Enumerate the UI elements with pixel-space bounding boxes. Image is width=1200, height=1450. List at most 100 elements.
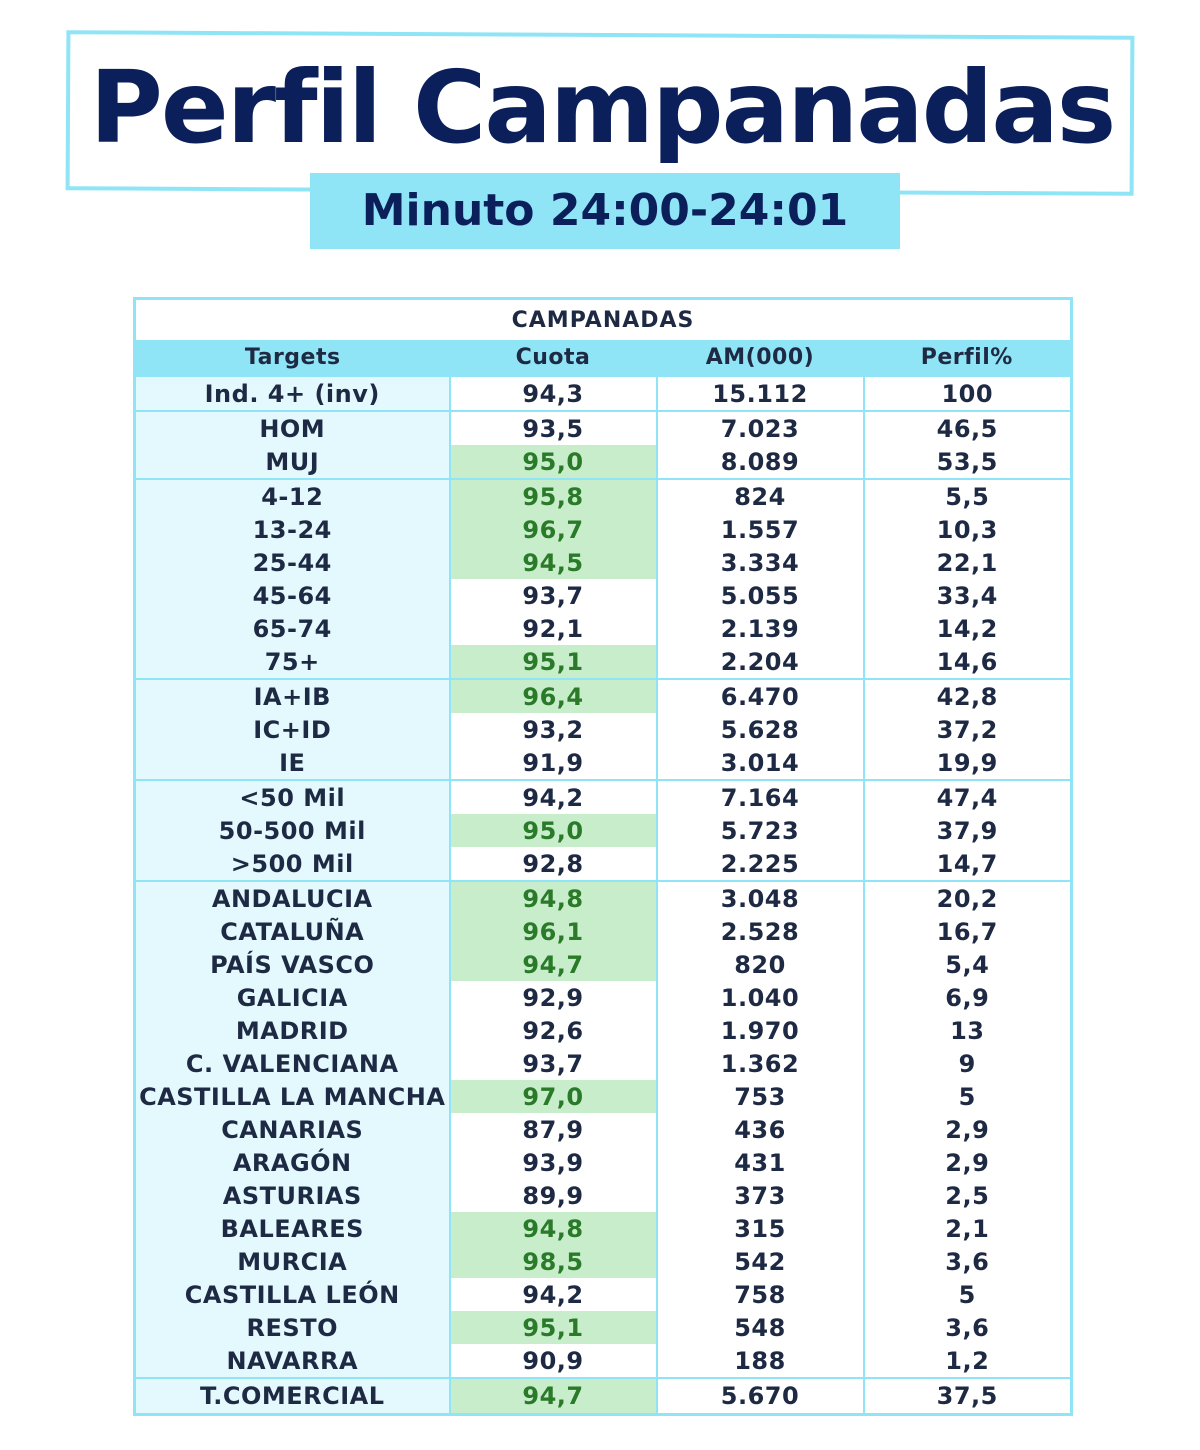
table-caption: CAMPANADAS	[134, 298, 1072, 340]
cell-target: PAÍS VASCO	[134, 948, 450, 981]
cell-cuota: 92,6	[448, 1014, 657, 1047]
cell-am: 6.470	[655, 678, 864, 713]
cell-am: 548	[655, 1311, 864, 1344]
cell-target: Ind. 4+ (inv)	[134, 375, 450, 411]
cell-perfil: 5,4	[862, 948, 1072, 981]
cell-target: IA+IB	[134, 678, 450, 713]
cell-cuota: 92,8	[448, 847, 657, 881]
cell-am: 1.970	[655, 1014, 864, 1047]
cell-target: 75+	[134, 645, 450, 679]
cell-perfil: 19,9	[862, 746, 1072, 780]
table-row: MADRID 92,6 1.970 13	[134, 1014, 1072, 1047]
cell-am: 2.139	[655, 612, 864, 645]
column-header-targets: Targets	[134, 340, 450, 376]
cell-target: C. VALENCIANA	[134, 1047, 450, 1080]
table-body: Ind. 4+ (inv) 94,3 15.112 100 HOM 93,5 7.023 46…	[134, 375, 1072, 1415]
cell-perfil: 10,3	[862, 513, 1072, 546]
column-header-perfil: Perfil%	[863, 340, 1072, 376]
table-row: PAÍS VASCO 94,7 820 5,4	[134, 948, 1072, 981]
table-header-row: Targets Cuota AM(000) Perfil%	[134, 340, 1072, 376]
cell-perfil: 22,1	[862, 546, 1072, 579]
cell-target: MUJ	[134, 445, 450, 479]
column-header-am: AM(000)	[656, 340, 864, 376]
cell-target: CASTILLA LA MANCHA	[134, 1080, 450, 1113]
cell-cuota: 95,1	[448, 645, 657, 679]
table-row: BALEARES 94,8 315 2,1	[134, 1212, 1072, 1245]
cell-perfil: 20,2	[862, 880, 1072, 915]
cell-cuota: 94,7	[448, 948, 657, 981]
table-row: CASTILLA LA MANCHA 97,0 753 5	[134, 1080, 1072, 1113]
cell-cuota: 98,5	[448, 1245, 657, 1278]
cell-cuota: 94,8	[448, 880, 657, 915]
cell-am: 824	[655, 478, 864, 513]
cell-am: 373	[655, 1179, 864, 1212]
campanadas-table: CAMPANADAS Targets Cuota AM(000) Perfil%…	[133, 297, 1074, 1416]
table-row: NAVARRA 90,9 188 1,2	[134, 1344, 1072, 1378]
table-row: GALICIA 92,9 1.040 6,9	[134, 981, 1072, 1014]
cell-target: CATALUÑA	[134, 915, 450, 948]
cell-perfil: 3,6	[862, 1311, 1072, 1344]
cell-cuota: 94,2	[448, 1278, 657, 1311]
cell-perfil: 100	[862, 375, 1072, 411]
cell-target: MURCIA	[134, 1245, 450, 1278]
cell-target: MADRID	[134, 1014, 450, 1047]
cell-cuota: 93,5	[448, 410, 657, 445]
cell-target: IC+ID	[134, 713, 450, 746]
cell-perfil: 47,4	[862, 779, 1072, 814]
cell-am: 753	[655, 1080, 864, 1113]
cell-cuota: 96,7	[448, 513, 657, 546]
table-row: ARAGÓN 93,9 431 2,9	[134, 1146, 1072, 1179]
cell-cuota: 94,7	[448, 1377, 657, 1415]
page-title: Perfil Campanadas	[89, 49, 1117, 166]
column-header-cuota: Cuota	[449, 340, 657, 376]
cell-target: ASTURIAS	[134, 1179, 450, 1212]
cell-perfil: 33,4	[862, 579, 1072, 612]
cell-cuota: 93,2	[448, 713, 657, 746]
cell-cuota: 93,7	[448, 579, 657, 612]
cell-am: 5.628	[655, 713, 864, 746]
cell-cuota: 96,1	[448, 915, 657, 948]
cell-am: 5.670	[655, 1377, 864, 1415]
cell-am: 315	[655, 1212, 864, 1245]
table-row: ANDALUCIA 94,8 3.048 20,2	[134, 880, 1072, 915]
cell-target: GALICIA	[134, 981, 450, 1014]
table-row: T.COMERCIAL 94,7 5.670 37,5	[134, 1377, 1072, 1415]
table-row: HOM 93,5 7.023 46,5	[134, 410, 1072, 445]
cell-am: 15.112	[655, 375, 864, 411]
cell-cuota: 95,0	[448, 814, 657, 847]
cell-target: BALEARES	[134, 1212, 450, 1245]
cell-perfil: 16,7	[862, 915, 1072, 948]
cell-perfil: 2,5	[862, 1179, 1072, 1212]
cell-am: 436	[655, 1113, 864, 1146]
table-row: 45-64 93,7 5.055 33,4	[134, 579, 1072, 612]
cell-am: 3.334	[655, 546, 864, 579]
table-row: RESTO 95,1 548 3,6	[134, 1311, 1072, 1344]
cell-perfil: 37,2	[862, 713, 1072, 746]
page-subtitle: Minuto 24:00-24:01	[310, 173, 900, 249]
cell-am: 3.048	[655, 880, 864, 915]
cell-cuota: 96,4	[448, 678, 657, 713]
cell-am: 3.014	[655, 746, 864, 780]
cell-target: RESTO	[134, 1311, 450, 1344]
cell-am: 2.204	[655, 645, 864, 679]
cell-am: 8.089	[655, 445, 864, 479]
cell-target: T.COMERCIAL	[134, 1377, 450, 1415]
table-caption-row: CAMPANADAS	[134, 298, 1072, 340]
cell-cuota: 94,2	[448, 779, 657, 814]
cell-cuota: 95,1	[448, 1311, 657, 1344]
cell-cuota: 87,9	[448, 1113, 657, 1146]
cell-cuota: 89,9	[448, 1179, 657, 1212]
cell-perfil: 3,6	[862, 1245, 1072, 1278]
cell-am: 188	[655, 1344, 864, 1378]
cell-target: 45-64	[134, 579, 450, 612]
cell-cuota: 95,0	[448, 445, 657, 479]
cell-target: ARAGÓN	[134, 1146, 450, 1179]
cell-perfil: 53,5	[862, 445, 1072, 479]
cell-cuota: 94,3	[448, 375, 657, 411]
table-row: 65-74 92,1 2.139 14,2	[134, 612, 1072, 645]
cell-am: 1.040	[655, 981, 864, 1014]
cell-target: IE	[134, 746, 450, 780]
table-row: CASTILLA LEÓN 94,2 758 5	[134, 1278, 1072, 1311]
cell-target: 50-500 Mil	[134, 814, 450, 847]
table-row: >500 Mil 92,8 2.225 14,7	[134, 847, 1072, 881]
